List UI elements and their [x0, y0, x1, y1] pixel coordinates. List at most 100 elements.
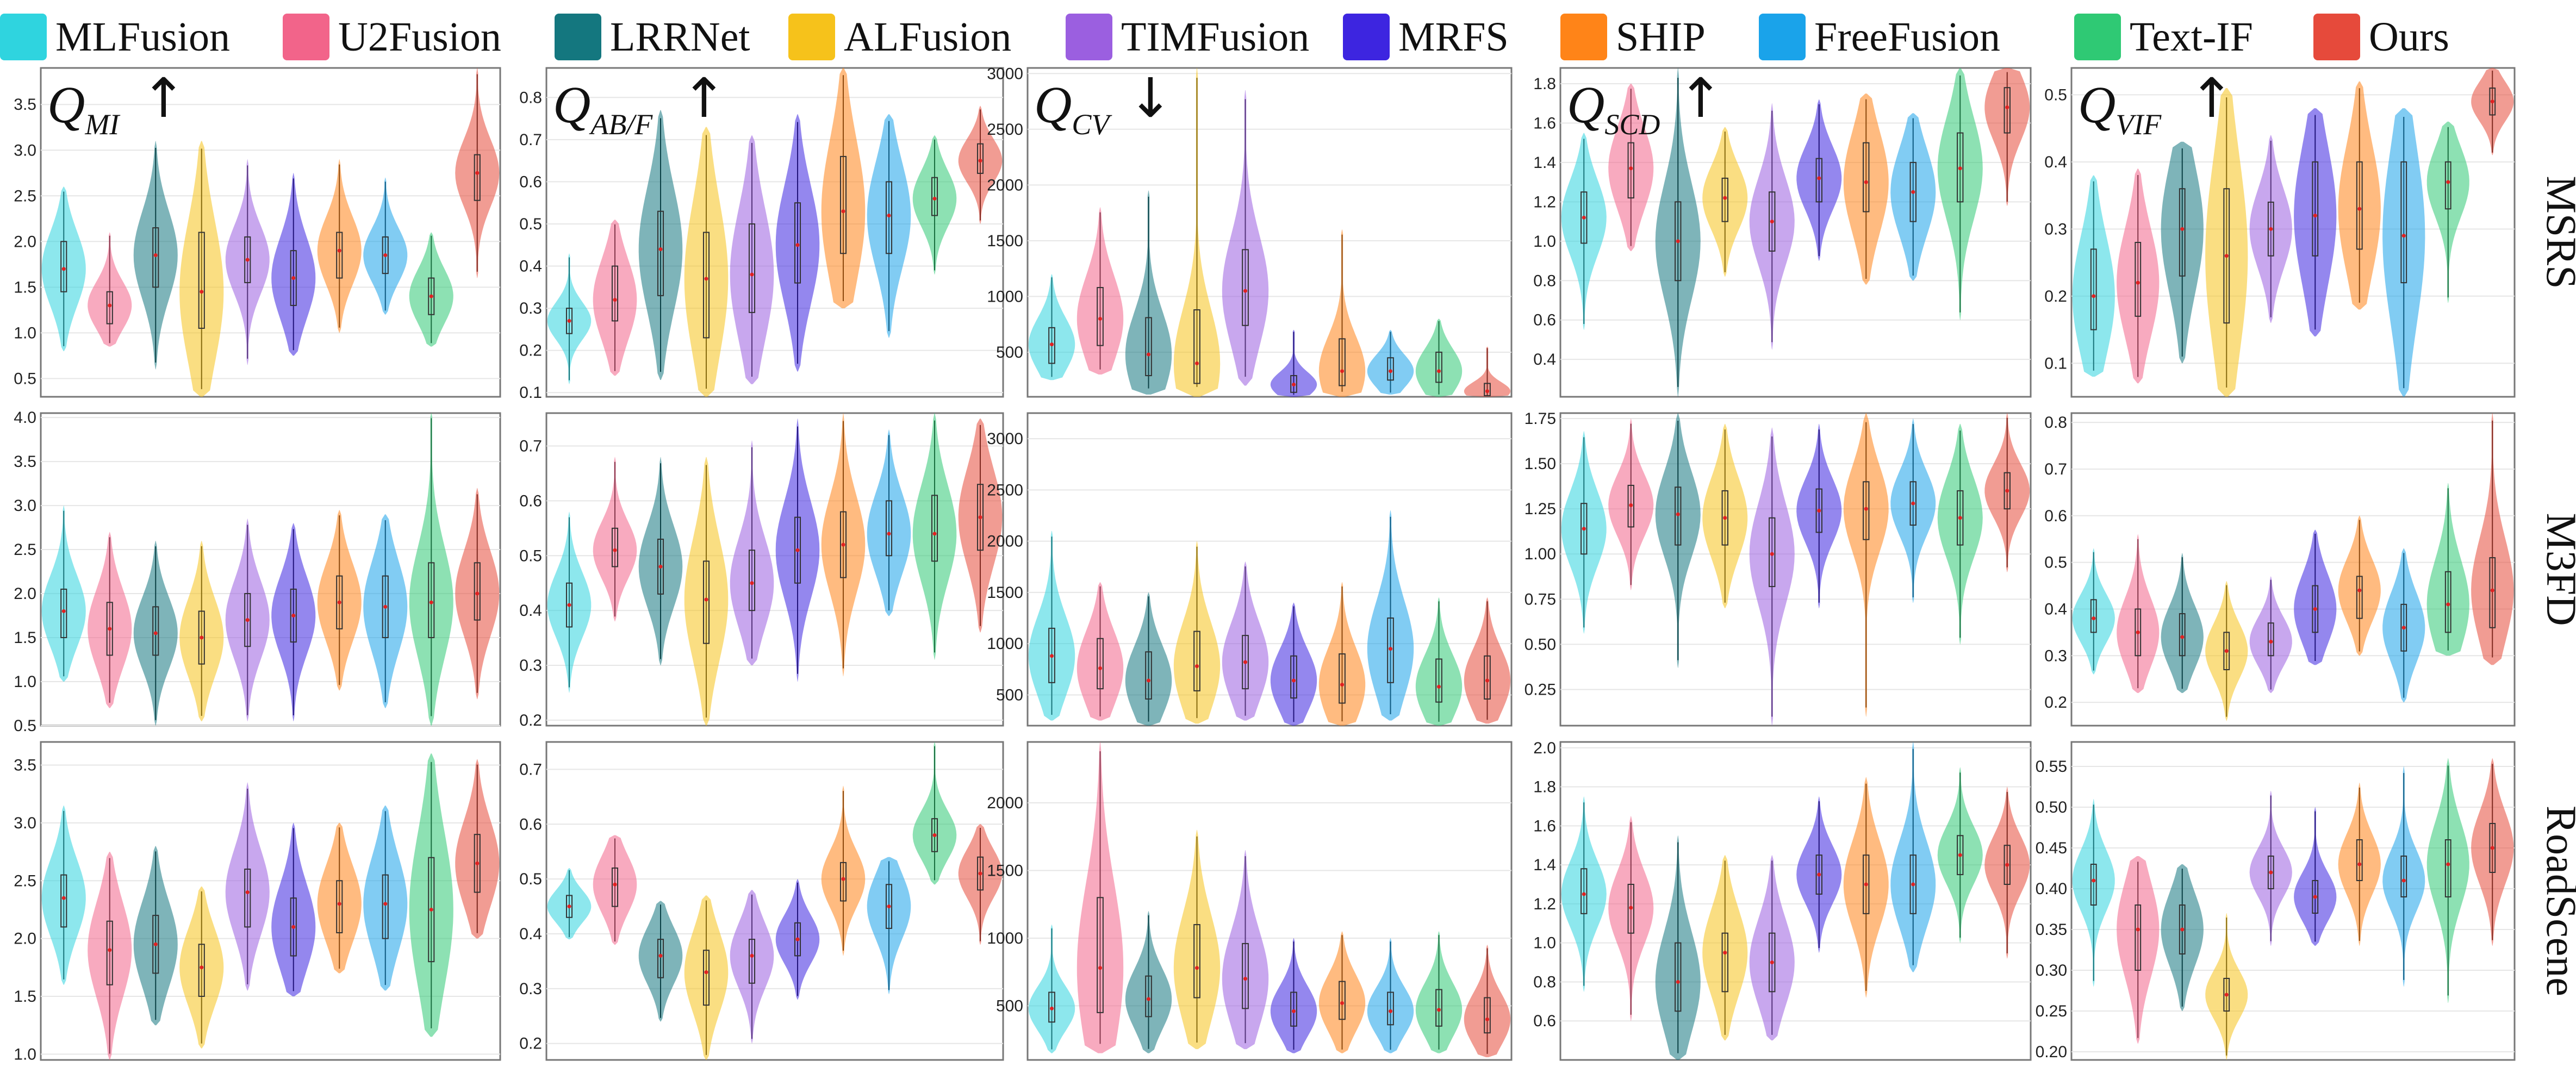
median-marker — [61, 896, 66, 900]
median-marker — [1723, 196, 1727, 200]
y-tick-label: 2000 — [987, 176, 1023, 194]
legend-label: Ours — [2369, 14, 2449, 60]
panel-m3fd-qvif: 0.2 0.3 0.4 0.5 0.6 0.7 0.8 M3FD — [2044, 412, 2576, 727]
iqr-box — [2444, 161, 2451, 210]
median-marker — [2357, 207, 2362, 211]
median-marker — [200, 965, 204, 970]
median-marker — [704, 277, 708, 281]
y-tick-label: 1.75 — [1525, 410, 1556, 428]
iqr-box — [106, 920, 113, 985]
metric-subscript: MI — [84, 108, 121, 141]
iqr-box — [2135, 608, 2142, 657]
iqr-box — [1675, 942, 1682, 1012]
median-marker — [795, 243, 800, 247]
median-marker — [1864, 507, 1868, 511]
iqr-box — [1769, 191, 1776, 252]
median-marker — [1911, 501, 1915, 506]
y-tick-label: 0.50 — [1525, 635, 1556, 653]
y-tick-label: 0.6 — [1533, 311, 1556, 329]
median-marker — [2180, 227, 2185, 231]
iqr-box — [1909, 854, 1917, 914]
panel-m3fd-qscd: 0.25 0.50 0.75 1.00 1.25 1.50 1.75 — [1525, 410, 2032, 727]
iqr-box — [1721, 177, 1728, 222]
iqr-box — [2179, 188, 2186, 277]
legend-item-u2fusion: U2Fusion — [283, 10, 501, 64]
y-tick-label: 0.30 — [2036, 962, 2067, 979]
iqr-box — [60, 241, 67, 292]
iqr-box — [1627, 484, 1634, 528]
median-marker — [1050, 654, 1054, 658]
y-tick-label: 0.1 — [519, 384, 542, 402]
median-marker — [2269, 227, 2273, 231]
y-tick-label: 0.2 — [2044, 694, 2067, 712]
iqr-box — [702, 232, 710, 339]
median-marker — [1292, 678, 1296, 683]
iqr-box — [1675, 486, 1682, 546]
metric-label: QMI — [47, 76, 121, 141]
panel-msrs-qmi: 0.5 1.0 1.5 2.0 2.5 3.0 3.5 QMI ↑ — [14, 66, 501, 398]
iqr-box — [885, 181, 893, 254]
median-marker — [1911, 882, 1915, 887]
iqr-box — [474, 562, 481, 621]
iqr-box — [2444, 839, 2451, 897]
iqr-box — [1339, 338, 1346, 386]
median-marker — [2092, 616, 2096, 621]
iqr-box — [748, 550, 756, 612]
median-marker — [887, 532, 891, 536]
median-marker — [750, 953, 754, 958]
y-tick-label: 0.2 — [519, 342, 542, 360]
y-tick-label: 0.6 — [519, 173, 542, 191]
iqr-box — [2267, 201, 2274, 257]
median-marker — [1389, 369, 1392, 373]
median-marker — [383, 902, 388, 906]
y-tick-label: 0.4 — [2044, 600, 2067, 618]
y-tick-label: 0.2 — [2044, 288, 2067, 305]
iqr-box — [702, 560, 710, 644]
y-tick-label: 500 — [996, 344, 1023, 361]
y-tick-label: 1.2 — [1533, 193, 1556, 211]
y-tick-label: 0.20 — [2036, 1043, 2067, 1061]
y-tick-label: 2500 — [987, 481, 1023, 499]
median-marker — [2401, 234, 2406, 238]
iqr-box — [885, 884, 893, 929]
higher-better-arrow: ↑ — [681, 66, 727, 130]
median-marker — [2269, 870, 2273, 875]
higher-better-arrow: ↑ — [141, 66, 186, 130]
median-marker — [1485, 1017, 1489, 1021]
iqr-box — [2090, 248, 2097, 330]
median-marker — [613, 298, 617, 302]
median-marker — [2224, 993, 2229, 997]
median-marker — [1147, 678, 1150, 683]
y-tick-label: 0.75 — [1525, 590, 1556, 608]
median-marker — [1437, 369, 1441, 373]
median-marker — [658, 247, 663, 252]
iqr-box — [839, 511, 847, 578]
y-tick-label: 1500 — [987, 232, 1023, 250]
median-marker — [1817, 508, 1821, 513]
y-tick-label: 500 — [996, 997, 1023, 1015]
iqr-box — [2356, 839, 2363, 881]
row-label-msrs: MSRS — [2538, 176, 2576, 289]
panel-msrs-qscd: 0.40.60.81.01.21.41.61.8 QSCD ↑ — [1533, 66, 2032, 398]
iqr-box — [2400, 603, 2407, 652]
iqr-box — [1675, 201, 1682, 282]
y-tick-label: 1.8 — [1533, 75, 1556, 93]
legend-swatch — [283, 14, 329, 60]
median-marker — [1098, 316, 1102, 321]
y-tick-label: 0.3 — [2044, 220, 2067, 238]
y-tick-label: 0.45 — [2036, 839, 2067, 857]
metric-subscript: AB/F — [589, 108, 653, 141]
y-tick-label: 2.0 — [14, 585, 36, 603]
iqr-box — [336, 880, 343, 933]
median-marker — [429, 294, 433, 298]
median-marker — [1676, 512, 1680, 516]
iqr-box — [474, 154, 481, 201]
iqr-box — [1097, 638, 1104, 690]
y-tick-label: 0.6 — [2044, 507, 2067, 525]
iqr-box — [1339, 653, 1346, 704]
median-marker — [245, 618, 250, 622]
iqr-box — [336, 575, 343, 629]
median-marker — [932, 532, 937, 536]
y-tick-label: 1.0 — [1533, 934, 1556, 952]
median-marker — [841, 542, 845, 547]
